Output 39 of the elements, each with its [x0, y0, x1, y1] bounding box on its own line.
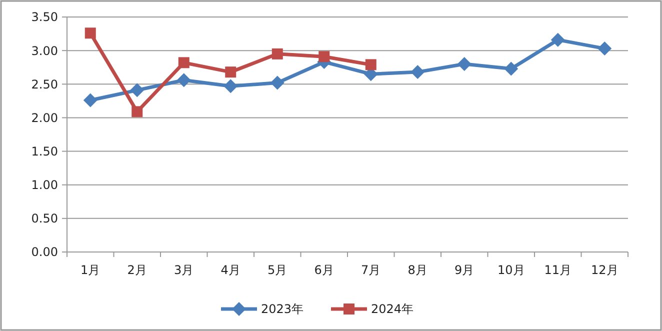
y-tick-label: 2.50 — [31, 77, 58, 92]
point — [224, 79, 238, 94]
point — [176, 73, 191, 88]
x-tick-label: 8月 — [408, 263, 428, 277]
point — [270, 76, 284, 90]
point — [178, 57, 190, 68]
point — [130, 83, 144, 98]
x-tick-label: 2月 — [127, 263, 147, 277]
point — [272, 48, 283, 60]
point — [365, 59, 376, 70]
y-tick-label: 1.50 — [31, 144, 58, 158]
point — [504, 62, 518, 76]
x-tick-label: 7月 — [361, 263, 381, 277]
x-tick-label: 12月 — [590, 263, 618, 277]
y-tick-label: 2.00 — [31, 110, 58, 125]
x-tick-label: 3月 — [174, 263, 194, 277]
x-tick-label: 9月 — [454, 263, 474, 277]
x-tick-label: 4月 — [220, 263, 240, 277]
y-tick-label: 1.00 — [31, 178, 58, 192]
legend-label: 2024年 — [371, 302, 414, 316]
y-tick-label: 3.00 — [31, 44, 58, 58]
x-tick-label: 10月 — [497, 263, 525, 277]
x-tick-label: 5月 — [268, 263, 288, 277]
x-tick-label: 1月 — [80, 263, 100, 277]
x-tick-label: 6月 — [314, 263, 334, 277]
point — [318, 51, 330, 62]
legend-label: 2023年 — [261, 302, 304, 316]
y-tick-label: 3.50 — [31, 10, 58, 24]
point — [457, 57, 472, 71]
x-tick-label: 11月 — [544, 263, 572, 277]
point — [598, 42, 612, 56]
point — [410, 65, 425, 80]
y-tick-label: 0.00 — [31, 245, 58, 260]
point — [550, 32, 565, 47]
point — [83, 93, 98, 108]
y-tick-label: 0.50 — [31, 212, 58, 226]
point — [84, 28, 96, 39]
point — [132, 106, 143, 118]
point — [225, 66, 236, 78]
